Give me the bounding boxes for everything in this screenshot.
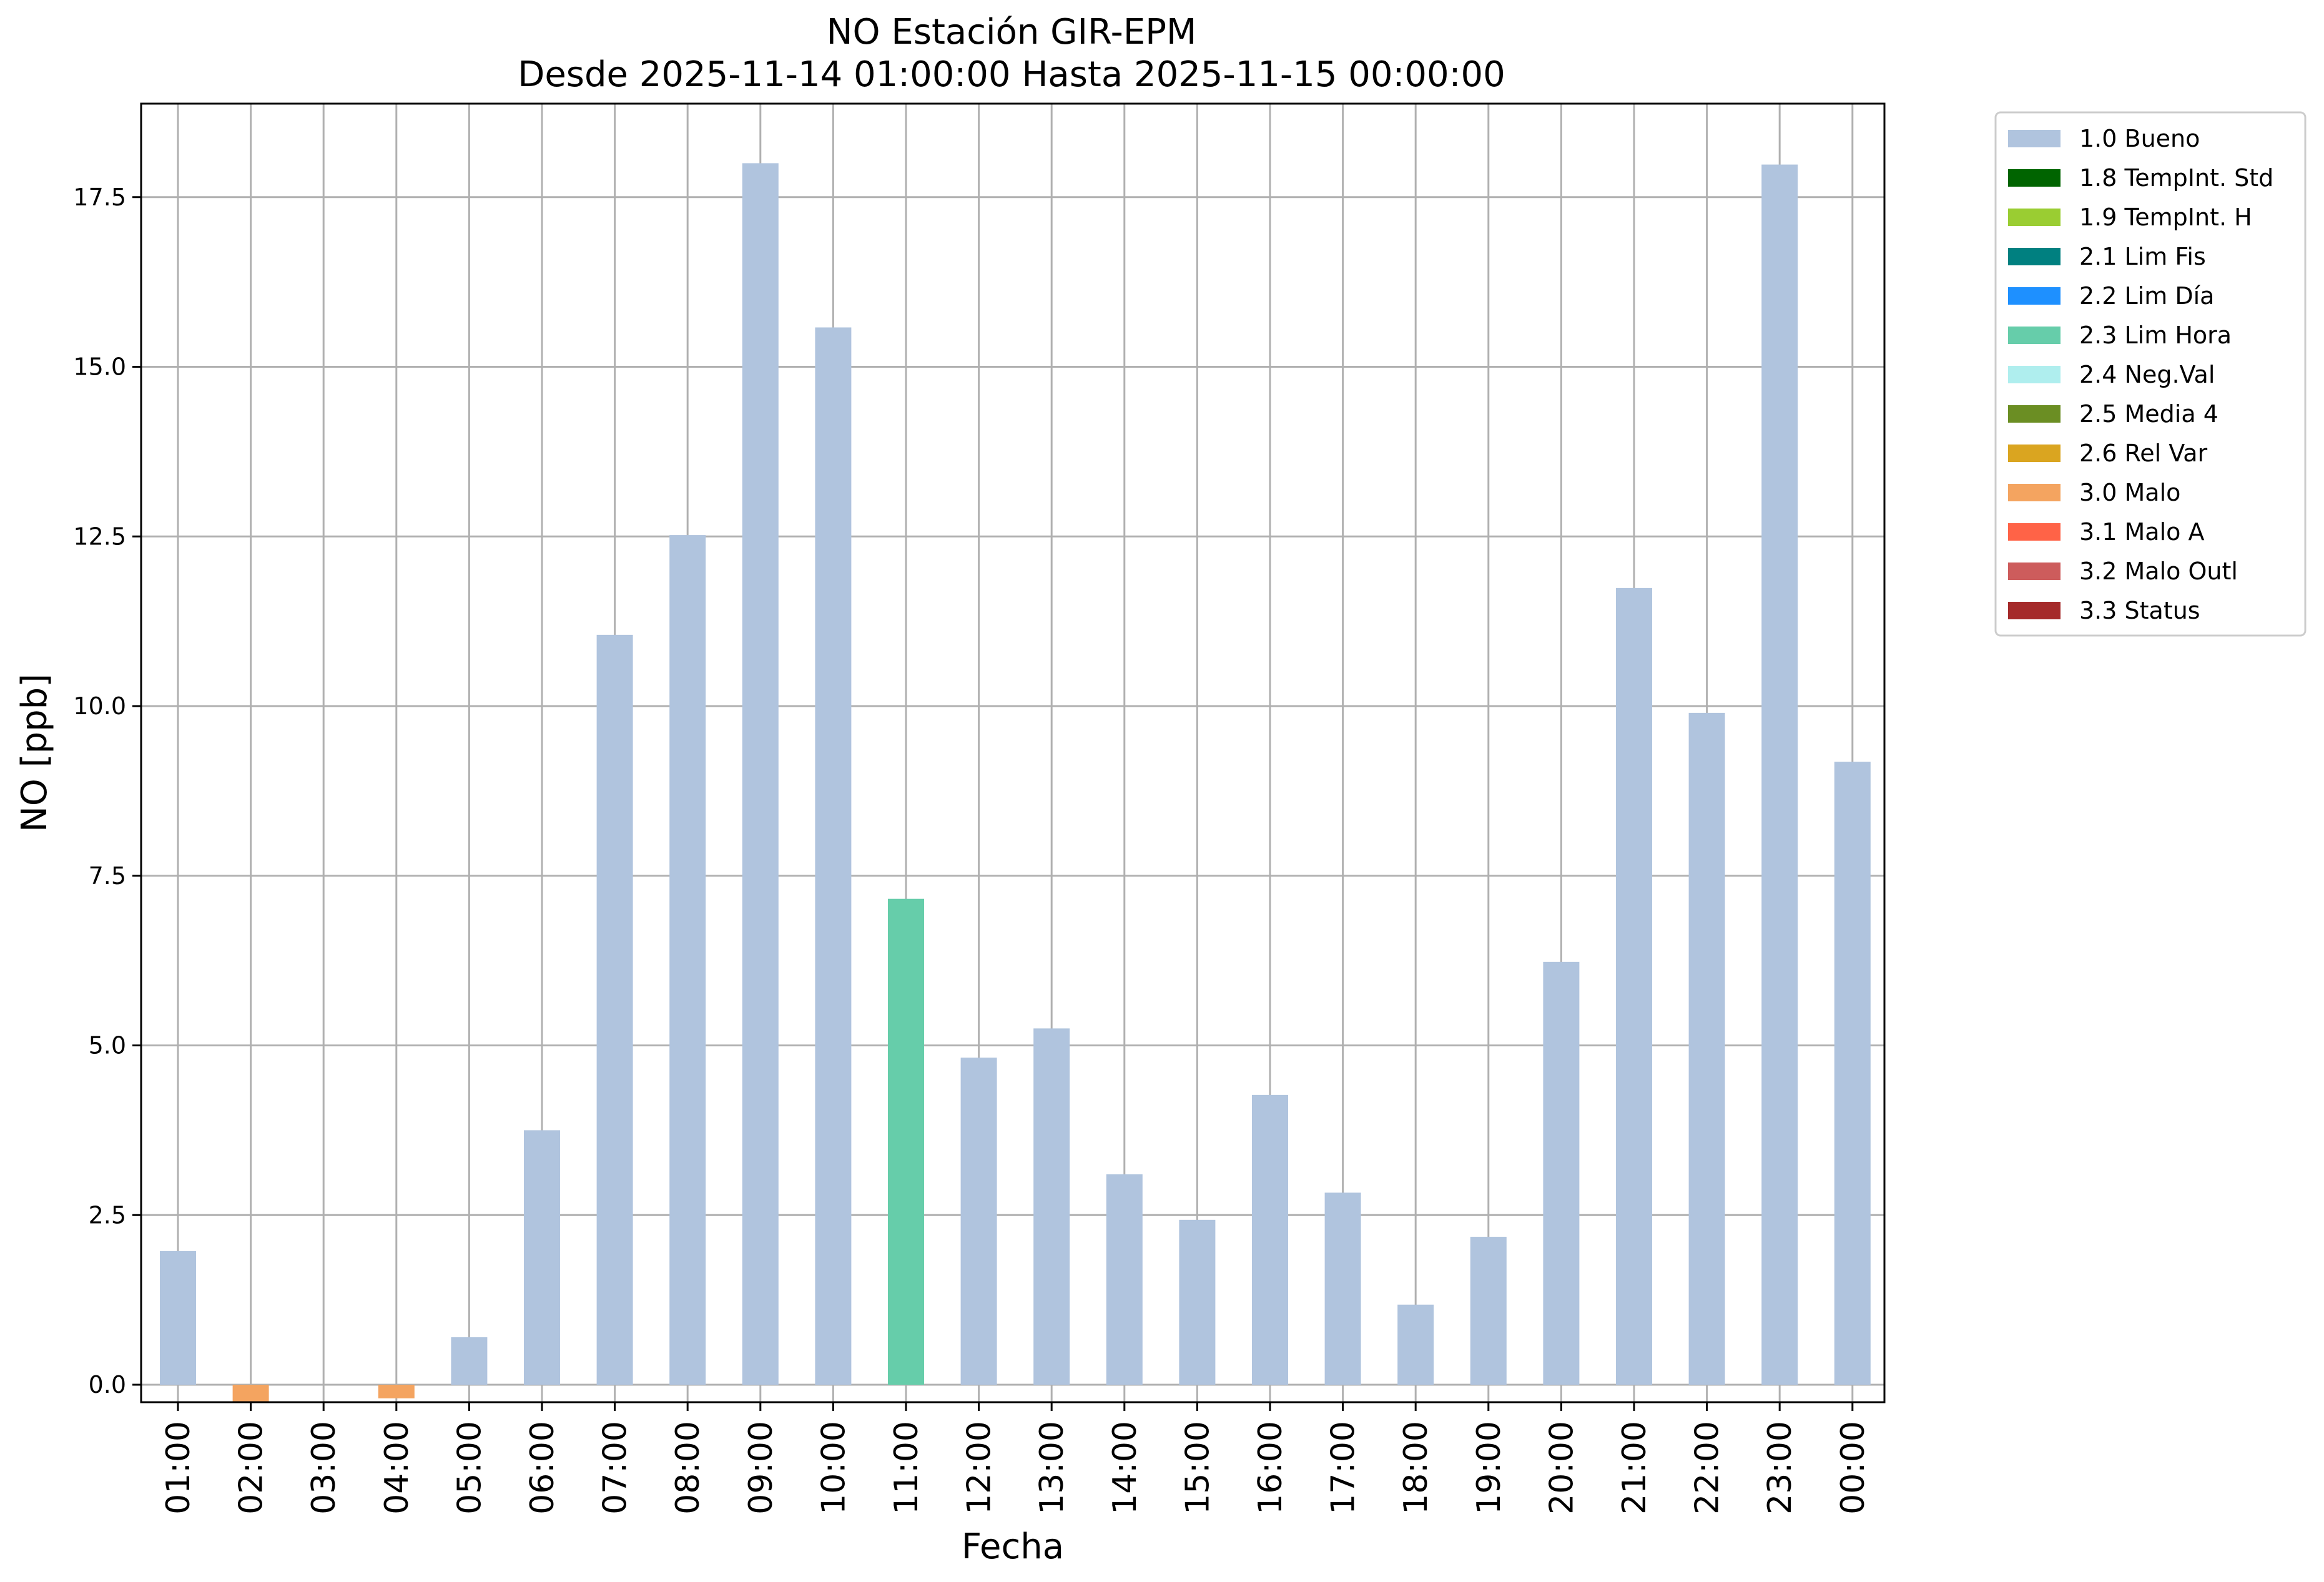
x-axis-ticks: 01:00 02:00 03:00 04:00 05:00 06:00 07:00 08:00… — [160, 1402, 1872, 1515]
legend-swatch — [2008, 602, 2061, 619]
y-tick-label: 12.5 — [73, 523, 126, 550]
legend-swatch — [2008, 405, 2061, 423]
x-tick-label: 00:00 — [1834, 1421, 1872, 1515]
x-tick-label: 15:00 — [1179, 1421, 1216, 1515]
x-tick-label: 01:00 — [160, 1421, 197, 1515]
x-tick-label: 21:00 — [1616, 1421, 1653, 1515]
bar-08-00 — [669, 535, 706, 1385]
x-tick-label: 13:00 — [1033, 1421, 1071, 1515]
y-tick-label: 0.0 — [89, 1371, 126, 1398]
chart-title: NO Estación GIR-EPM — [827, 12, 1197, 52]
x-tick-label: 14:00 — [1106, 1421, 1144, 1515]
x-tick-label: 17:00 — [1325, 1421, 1362, 1515]
bar-09-00 — [742, 163, 779, 1385]
x-tick-label: 23:00 — [1761, 1421, 1799, 1515]
legend-label: 3.1 Malo A — [2079, 518, 2204, 546]
bar-22-00 — [1688, 712, 1725, 1385]
legend-swatch — [2008, 209, 2061, 226]
x-tick-label: 09:00 — [742, 1421, 780, 1515]
legend-label: 1.0 Bueno — [2079, 125, 2200, 152]
legend-swatch — [2008, 169, 2061, 187]
bar-00-00 — [1834, 762, 1871, 1385]
x-tick-label: 16:00 — [1252, 1421, 1289, 1515]
legend-swatch — [2008, 563, 2061, 580]
x-tick-label: 11:00 — [888, 1421, 925, 1515]
legend-frame — [1994, 111, 2307, 637]
y-tick-label: 7.5 — [89, 862, 126, 890]
y-tick-label: 17.5 — [73, 184, 126, 211]
legend-swatch — [2008, 445, 2061, 462]
legend-swatch — [2008, 287, 2061, 305]
x-tick-label: 19:00 — [1470, 1421, 1508, 1515]
y-tick-label: 10.0 — [73, 692, 126, 720]
bar-13-00 — [1033, 1028, 1070, 1385]
x-tick-label: 02:00 — [233, 1421, 270, 1515]
legend-label: 2.6 Rel Var — [2079, 440, 2208, 467]
legend-swatch — [2008, 523, 2061, 541]
legend-label: 3.2 Malo Outl — [2079, 558, 2238, 585]
bar-20-00 — [1543, 961, 1580, 1385]
legend-swatch — [2008, 366, 2061, 383]
bar-21-00 — [1616, 587, 1652, 1385]
x-tick-label: 20:00 — [1543, 1421, 1580, 1515]
x-tick-label: 22:00 — [1689, 1421, 1726, 1515]
legend-swatch — [2008, 484, 2061, 501]
legend-label: 2.2 Lim Día — [2079, 282, 2214, 310]
y-tick-label: 5.0 — [89, 1032, 126, 1059]
bar-07-00 — [596, 634, 633, 1385]
x-tick-label: 06:00 — [524, 1421, 561, 1515]
bar-15-00 — [1179, 1219, 1216, 1385]
legend-label: 2.4 Neg.Val — [2079, 361, 2215, 388]
y-axis-ticks: 0.0 2.5 5.0 7.5 10.0 12.5 15.0 17.5 — [73, 184, 141, 1398]
legend-label: 2.3 Lim Hora — [2079, 322, 2232, 349]
bar-01-00 — [160, 1250, 196, 1385]
y-tick-label: 15.0 — [73, 353, 126, 381]
bar-06-00 — [524, 1130, 560, 1385]
plot-area-frame — [140, 102, 1886, 1403]
bar-19-00 — [1470, 1237, 1507, 1385]
bar-14-00 — [1106, 1174, 1143, 1385]
x-tick-label: 07:00 — [597, 1421, 634, 1515]
x-axis-label: Fecha — [962, 1526, 1064, 1567]
bar-16-00 — [1252, 1094, 1288, 1385]
x-tick-label: 10:00 — [815, 1421, 852, 1515]
bar-12-00 — [960, 1058, 997, 1385]
x-tick-label: 04:00 — [378, 1421, 416, 1515]
x-tick-label: 05:00 — [451, 1421, 488, 1515]
legend-swatch — [2008, 248, 2061, 265]
legend-label: 2.5 Media 4 — [2079, 400, 2218, 428]
legend-label: 1.9 TempInt. H — [2079, 204, 2252, 231]
x-tick-label: 18:00 — [1397, 1421, 1435, 1515]
x-tick-label: 12:00 — [961, 1421, 998, 1515]
y-tick-label: 2.5 — [89, 1201, 126, 1229]
bar-17-00 — [1324, 1192, 1361, 1385]
bar-10-00 — [815, 327, 852, 1385]
bar-05-00 — [451, 1337, 488, 1385]
legend-swatch — [2008, 327, 2061, 344]
legend-label: 3.0 Malo — [2079, 479, 2180, 506]
bar-18-00 — [1397, 1304, 1434, 1385]
bar-02-00 — [232, 1385, 269, 1403]
bar-04-00 — [378, 1385, 415, 1398]
y-axis-label: NO [ppb] — [14, 674, 55, 832]
legend: 1.0 Bueno 1.8 TempInt. Std 1.9 TempInt. H 2… — [1994, 111, 2307, 637]
x-tick-label: 03:00 — [305, 1421, 343, 1515]
bar-23-00 — [1761, 164, 1798, 1385]
bar-11-00 — [888, 898, 924, 1385]
legend-label: 1.8 TempInt. Std — [2079, 164, 2273, 192]
chart-subtitle: Desde 2025-11-14 01:00:00 Hasta 2025-11-… — [518, 54, 1505, 95]
legend-swatch — [2008, 130, 2061, 147]
legend-label: 3.3 Status — [2079, 597, 2200, 624]
bars — [160, 163, 1871, 1403]
x-tick-label: 08:00 — [669, 1421, 707, 1515]
legend-label: 2.1 Lim Fis — [2079, 243, 2206, 270]
